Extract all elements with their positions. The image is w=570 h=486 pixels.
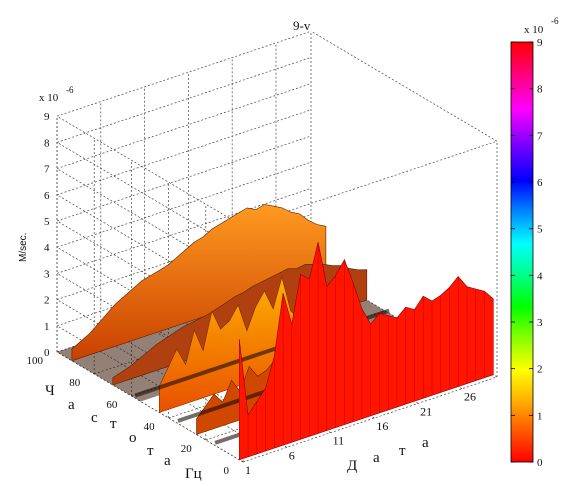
z-exponent-power: -6: [66, 85, 74, 95]
y-axis-label-letter: т: [147, 443, 154, 459]
grid-line: [56, 109, 312, 196]
z-tick-label: 0: [44, 347, 50, 359]
y-tick-label: 40: [144, 421, 156, 433]
surface-plot: [57, 204, 494, 461]
grid-line: [56, 57, 312, 143]
y-tick-label: 100: [27, 355, 44, 367]
x-tick-label: 21: [420, 404, 432, 418]
colorbar-exponent-power: -6: [551, 16, 559, 26]
y-axis-label-letter: Ч: [45, 383, 55, 399]
y-axis-label-letter: а: [164, 453, 171, 469]
y-axis-label-letter: о: [129, 430, 137, 446]
colorbar-tick-label: 9: [537, 37, 543, 49]
grid-line: [242, 376, 498, 463]
grid-line: [56, 161, 312, 248]
grid-line: [56, 83, 312, 169]
y-tick-label: 60: [106, 399, 118, 411]
x-tick-label: 26: [464, 390, 476, 404]
z-tick-label: 3: [44, 268, 50, 280]
z-tick-label: 6: [44, 190, 50, 202]
y-tick-label: 0: [224, 465, 230, 477]
x-axis-label-letter: а: [373, 450, 380, 466]
colorbar-exponent-label: x 10: [524, 24, 544, 36]
y-axis-label-letter: т: [110, 416, 117, 432]
chart-title: 9-v: [293, 18, 311, 33]
x-tick-label: 1: [245, 463, 251, 477]
x-axis-label-letter: т: [399, 443, 406, 459]
surface-front-wall: [239, 242, 494, 461]
x-tick-label: 6: [289, 448, 295, 462]
grid-line: [56, 30, 312, 117]
x-tick-label: 16: [376, 419, 388, 433]
z-axis: x 10 -6 M/sec. 0 1 2 3 4 5 6 7 8 9: [18, 85, 74, 359]
z-tick-label: 2: [44, 295, 50, 307]
grid-line: [56, 351, 244, 463]
grid-line: [56, 135, 312, 222]
y-tick-label: 20: [181, 443, 193, 455]
z-tick-label: 1: [44, 321, 50, 333]
y-tick-label: 80: [69, 377, 81, 389]
surface-back-ridge: [71, 204, 327, 362]
colorbar-tick-label: 1: [537, 410, 543, 422]
y-axis-label-letter: Гц: [185, 466, 202, 482]
grid-line: [56, 115, 244, 227]
colorbar-tick-label: 8: [537, 84, 543, 96]
z-exponent-label: x 10: [39, 92, 59, 104]
grid-line: [56, 188, 312, 274]
colorbar-tick-label: 0: [537, 457, 543, 469]
colorbar-tick-label: 4: [537, 270, 543, 282]
z-tick-label: 7: [44, 164, 50, 176]
x-tick-label: 11: [333, 434, 345, 448]
y-axis-label-letter: а: [68, 397, 75, 413]
y-axis-label-letter: с: [91, 410, 98, 426]
colorbar-gradient: [510, 41, 534, 463]
colorbar-tick-label: 6: [537, 177, 543, 189]
grid-line: [310, 30, 498, 142]
z-axis-label: M/sec.: [18, 233, 29, 262]
colorbar-tick-label: 2: [537, 364, 543, 376]
colorbar: x 10 -6 0 1 2 3 4 5 6 7 8 9: [510, 16, 559, 469]
z-tick-label: 4: [44, 242, 50, 254]
z-tick-label: 5: [44, 216, 50, 228]
colorbar-tick-label: 7: [537, 130, 543, 142]
colorbar-tick-label: 5: [537, 224, 543, 236]
x-axis-label-letter: Д: [347, 458, 357, 474]
colorbar-tick-label: 3: [537, 317, 543, 329]
x-axis-label-letter: а: [422, 435, 429, 451]
z-tick-label: 9: [44, 111, 50, 123]
z-tick-label: 8: [44, 137, 50, 149]
